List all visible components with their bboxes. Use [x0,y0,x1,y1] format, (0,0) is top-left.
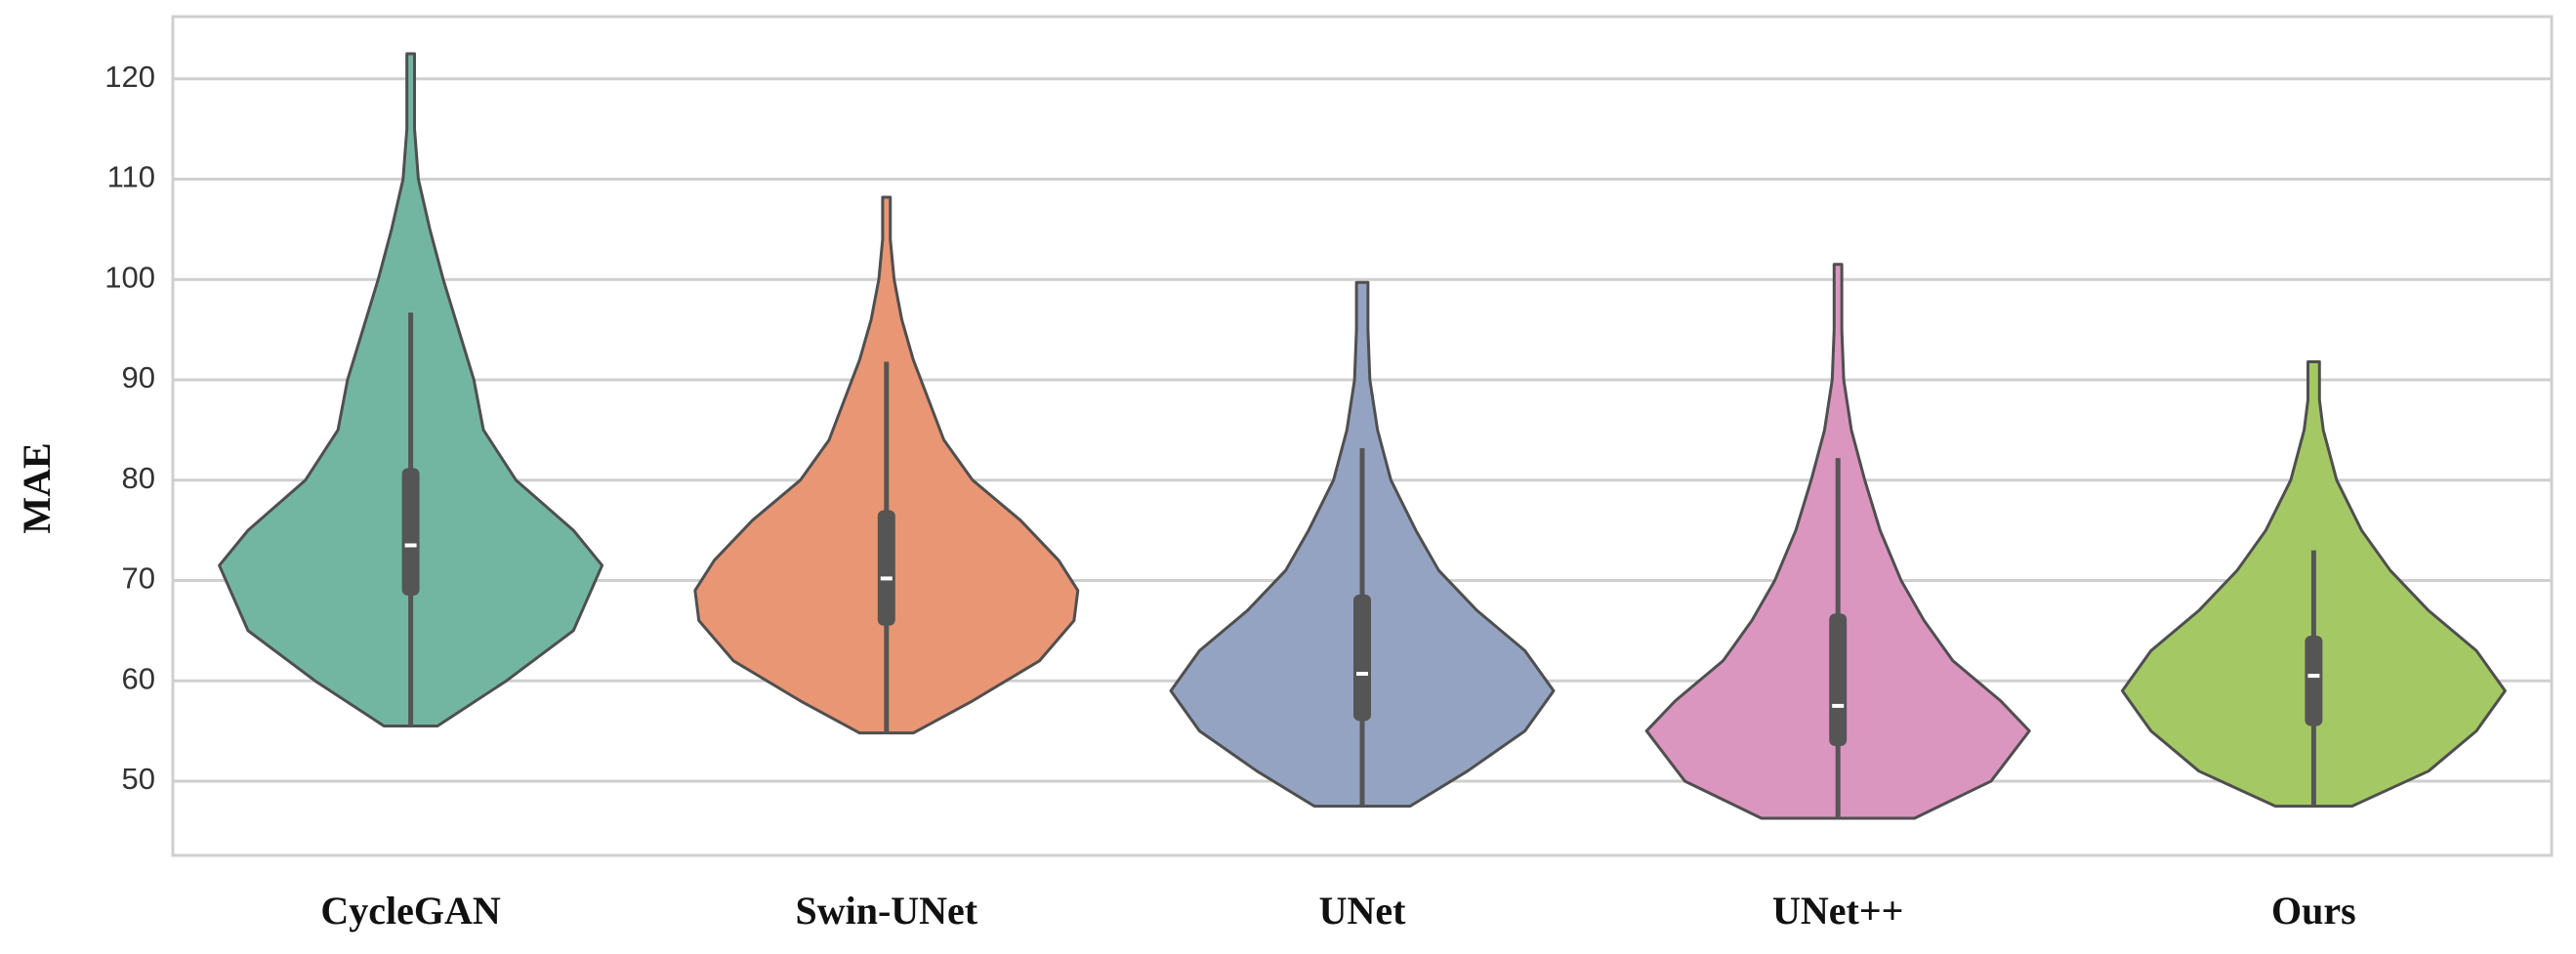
y-tick-label: 110 [107,160,155,194]
plot-frame [171,15,2554,857]
y-tick-label: 60 [122,661,155,695]
x-tick-label: UNet [1319,889,1407,933]
iqr-box [401,468,420,596]
y-axis-label: MAE [15,442,59,533]
iqr-box [1829,613,1848,747]
y-tick-label: 120 [104,60,155,94]
iqr-box [2305,635,2323,726]
x-tick-label: Ours [2271,889,2356,933]
y-tick-label: 70 [122,561,155,596]
y-tick-label: 100 [104,260,155,294]
x-tick-label: Swin-UNet [795,889,977,933]
iqr-box [1353,594,1371,722]
y-tick-label: 50 [122,762,155,796]
iqr-box [877,510,895,626]
x-tick-label: CycleGAN [320,889,501,933]
x-tick-label: UNet++ [1772,889,1903,933]
y-tick-label: 80 [122,461,155,495]
y-tick-label: 90 [122,360,155,394]
